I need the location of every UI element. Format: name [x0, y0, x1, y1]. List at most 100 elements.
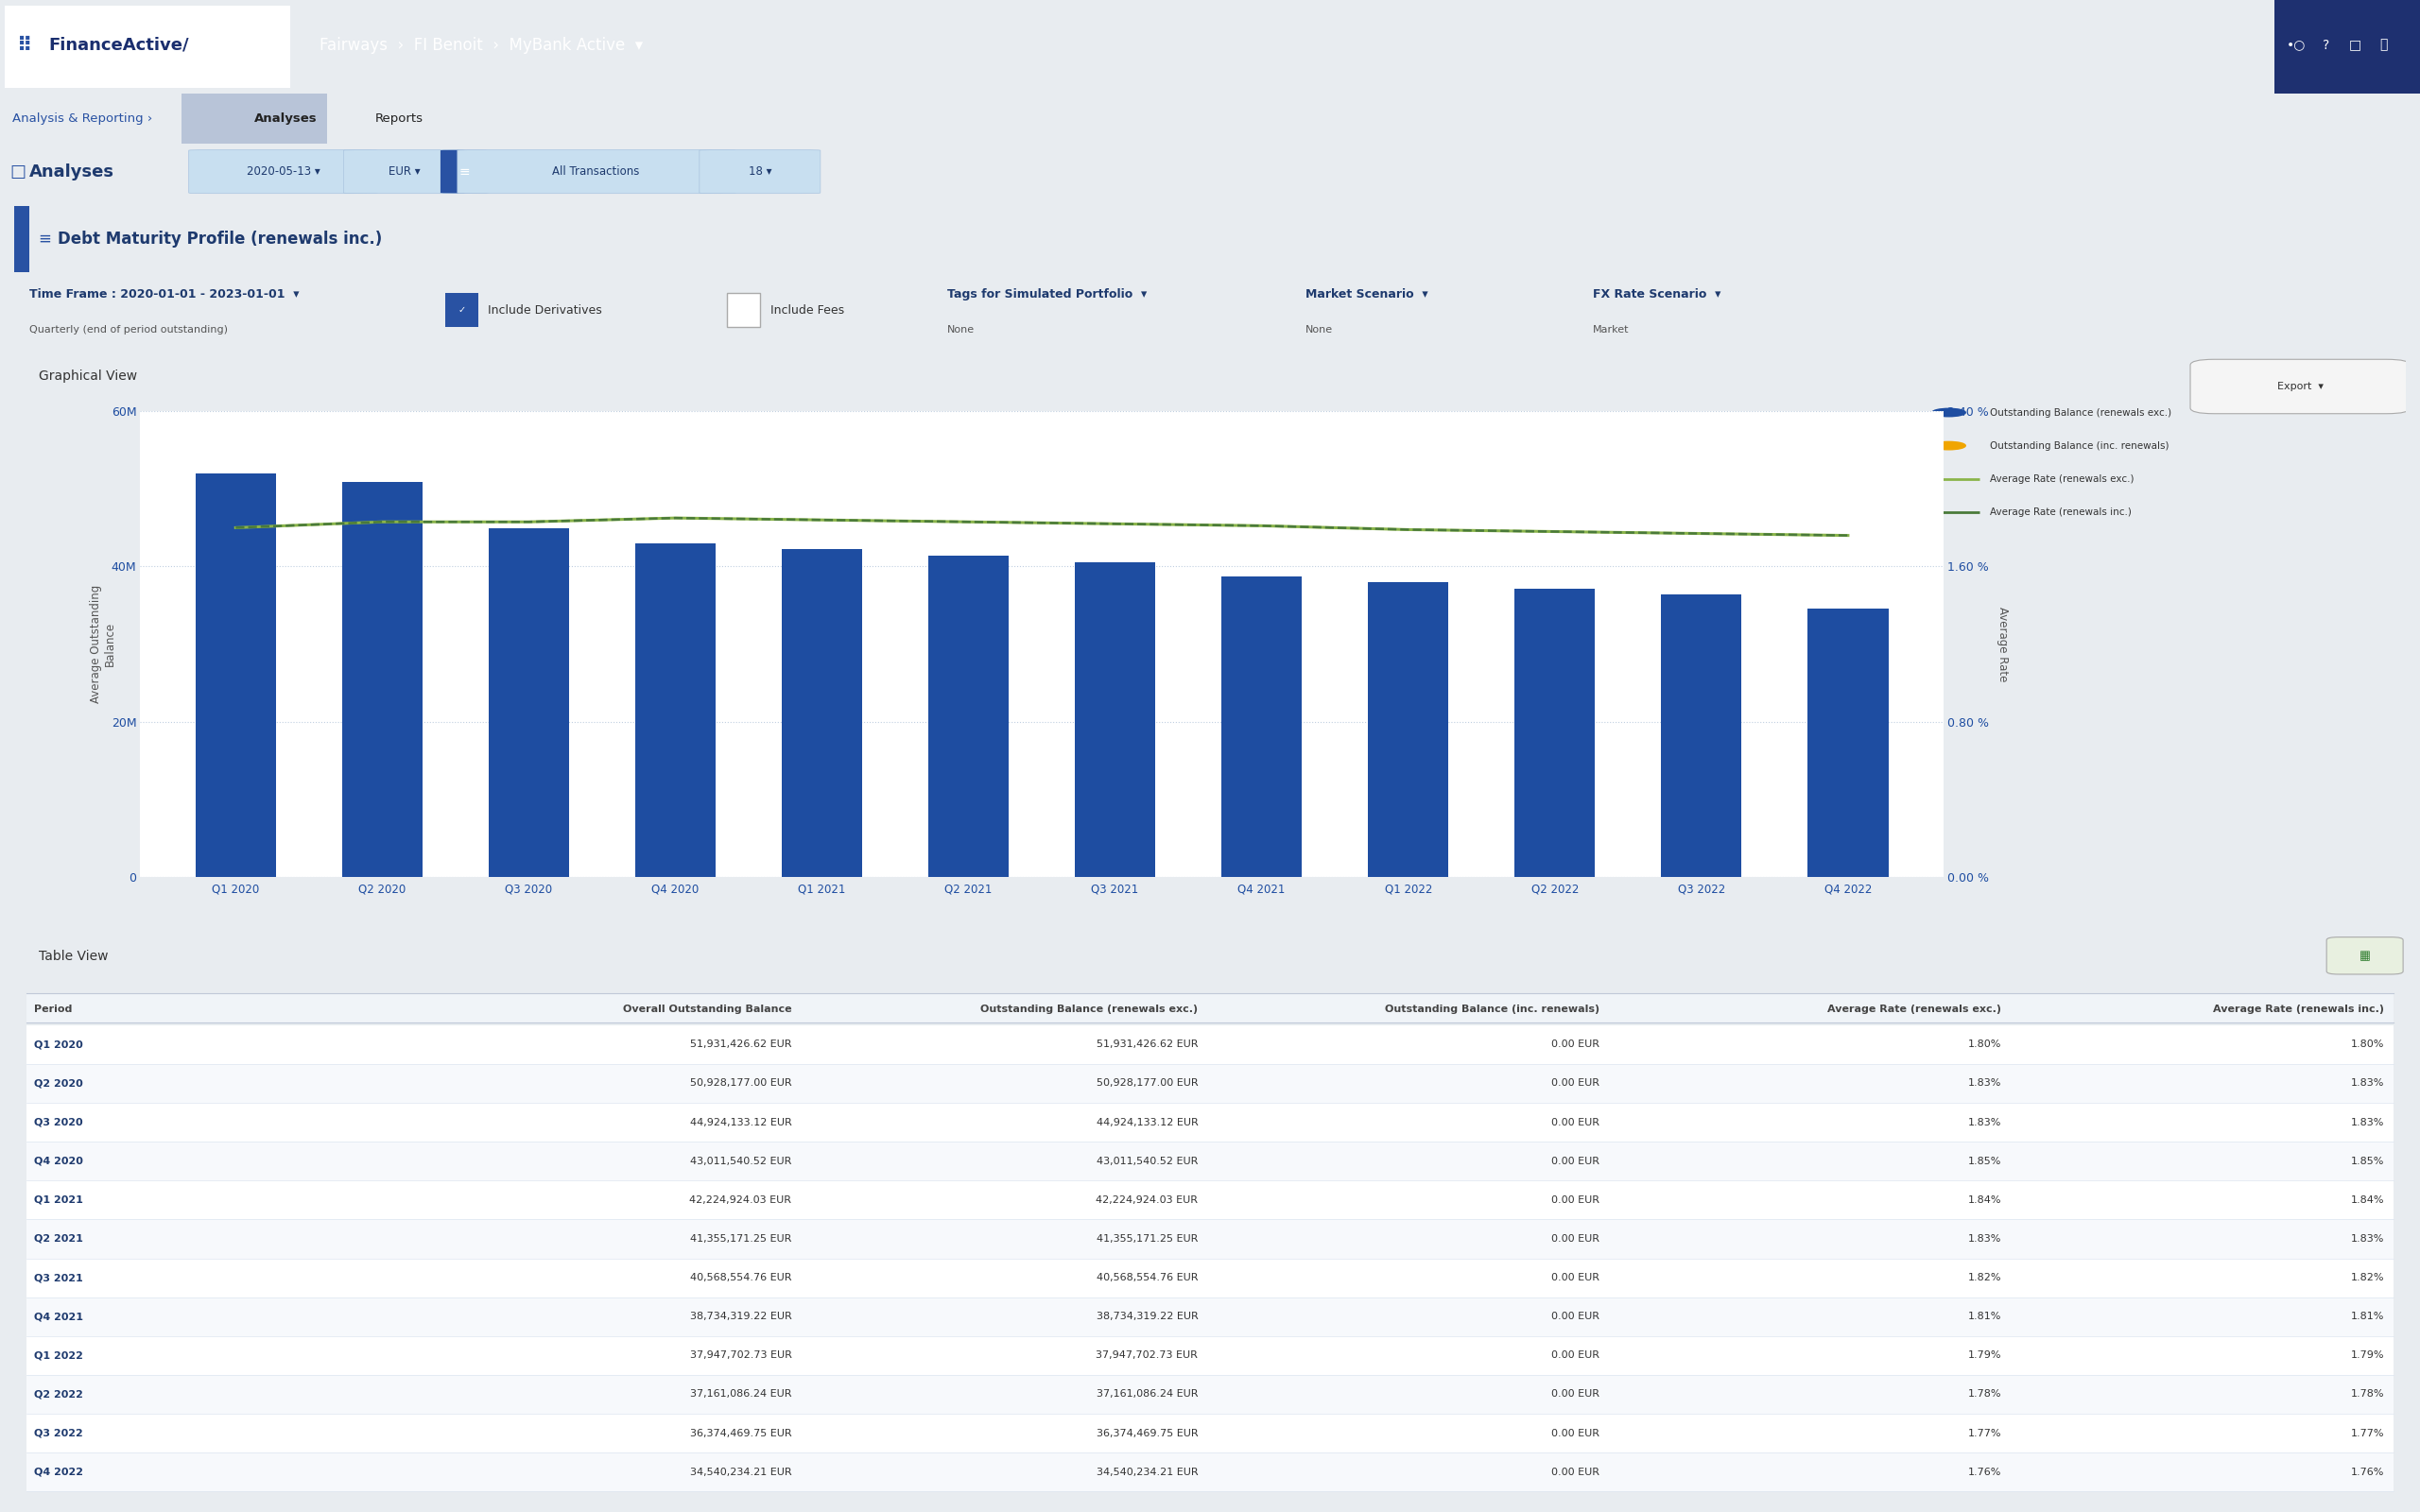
FancyBboxPatch shape	[2326, 937, 2403, 974]
Y-axis label: Average Rate: Average Rate	[1996, 606, 2009, 682]
Bar	[27, 1453, 2393, 1491]
Text: FX Rate Scenario  ▾: FX Rate Scenario ▾	[1592, 289, 1721, 301]
Text: 1.77%: 1.77%	[2350, 1429, 2384, 1438]
Text: 1.85%: 1.85%	[1967, 1157, 2001, 1166]
Text: 37,161,086.24 EUR: 37,161,086.24 EUR	[690, 1390, 791, 1399]
Text: Export  ▾: Export ▾	[2277, 383, 2323, 392]
Text: 1.83%: 1.83%	[1967, 1078, 2001, 1089]
Text: 1.83%: 1.83%	[2350, 1117, 2384, 1126]
Text: Analyses: Analyses	[254, 112, 317, 125]
Text: ✓: ✓	[457, 305, 465, 314]
FancyBboxPatch shape	[344, 150, 465, 194]
Bar	[27, 1297, 2393, 1337]
FancyBboxPatch shape	[189, 150, 378, 194]
Bar	[27, 1102, 2393, 1142]
Text: 1.76%: 1.76%	[1967, 1467, 2001, 1477]
Text: □: □	[2347, 38, 2362, 51]
Text: Q4 2021: Q4 2021	[34, 1312, 82, 1321]
Text: Analysis & Reporting ›: Analysis & Reporting ›	[12, 112, 152, 125]
Bar	[726, 292, 760, 327]
Text: All Transactions: All Transactions	[552, 165, 639, 178]
Text: Q4 2022: Q4 2022	[34, 1467, 82, 1477]
Text: 34,540,234.21 EUR: 34,540,234.21 EUR	[690, 1467, 791, 1477]
Bar	[182, 94, 327, 144]
Text: Q3 2020: Q3 2020	[34, 1117, 82, 1126]
Bar	[341, 482, 424, 877]
Text: Market: Market	[1592, 325, 1629, 334]
Text: 1.76%: 1.76%	[2350, 1467, 2384, 1477]
Text: 50,928,177.00 EUR: 50,928,177.00 EUR	[1096, 1078, 1198, 1089]
Text: 0.00 EUR: 0.00 EUR	[1551, 1078, 1600, 1089]
Text: 40,568,554.76 EUR: 40,568,554.76 EUR	[690, 1273, 791, 1282]
Text: 1.80%: 1.80%	[2350, 1040, 2384, 1049]
Text: 1.83%: 1.83%	[2350, 1078, 2384, 1089]
Text: None: None	[1307, 325, 1333, 334]
Text: Outstanding Balance (inc. renewals): Outstanding Balance (inc. renewals)	[1989, 442, 2168, 451]
Bar	[27, 1258, 2393, 1297]
Text: Include Fees: Include Fees	[770, 304, 845, 316]
Text: 37,947,702.73 EUR: 37,947,702.73 EUR	[1096, 1350, 1198, 1361]
Text: 34,540,234.21 EUR: 34,540,234.21 EUR	[1096, 1467, 1198, 1477]
Text: 44,924,133.12 EUR: 44,924,133.12 EUR	[1096, 1117, 1198, 1126]
Bar	[15, 206, 29, 272]
Bar	[27, 1414, 2393, 1453]
Bar	[1222, 576, 1302, 877]
Text: Q3 2022: Q3 2022	[34, 1429, 82, 1438]
FancyBboxPatch shape	[457, 150, 736, 194]
Text: Outstanding Balance (renewals exc.): Outstanding Balance (renewals exc.)	[1989, 408, 2171, 417]
Text: Analyses: Analyses	[29, 163, 114, 180]
Text: 42,224,924.03 EUR: 42,224,924.03 EUR	[1096, 1196, 1198, 1205]
Text: Q1 2021: Q1 2021	[34, 1196, 82, 1205]
Text: Debt Maturity Profile (renewals inc.): Debt Maturity Profile (renewals inc.)	[58, 230, 382, 248]
Text: Average Rate (renewals inc.): Average Rate (renewals inc.)	[2212, 1004, 2384, 1015]
Bar	[27, 1337, 2393, 1374]
Text: Average Rate (renewals exc.): Average Rate (renewals exc.)	[1989, 475, 2134, 484]
Text: 41,355,171.25 EUR: 41,355,171.25 EUR	[690, 1234, 791, 1243]
Bar	[27, 1142, 2393, 1181]
Text: 1.83%: 1.83%	[2350, 1234, 2384, 1243]
Text: 1.82%: 1.82%	[1967, 1273, 2001, 1282]
Text: 1.79%: 1.79%	[1967, 1350, 2001, 1361]
Text: None: None	[946, 325, 975, 334]
Text: 1.79%: 1.79%	[2350, 1350, 2384, 1361]
Text: 18 ▾: 18 ▾	[748, 165, 772, 178]
Text: 1.83%: 1.83%	[1967, 1234, 2001, 1243]
Text: 1.78%: 1.78%	[1967, 1390, 2001, 1399]
Text: EUR ▾: EUR ▾	[387, 165, 421, 178]
Text: 1.82%: 1.82%	[2350, 1273, 2384, 1282]
Circle shape	[1931, 442, 1965, 449]
Bar	[27, 1374, 2393, 1414]
Bar	[27, 1025, 2393, 1064]
Text: ?: ?	[2323, 38, 2328, 51]
Text: 0.00 EUR: 0.00 EUR	[1551, 1273, 1600, 1282]
FancyBboxPatch shape	[699, 150, 820, 194]
Text: FinanceActive/: FinanceActive/	[48, 36, 189, 53]
Bar	[782, 549, 862, 877]
Text: Reports: Reports	[375, 112, 424, 125]
Text: Q4 2020: Q4 2020	[34, 1157, 82, 1166]
Text: Outstanding Balance (inc. renewals): Outstanding Balance (inc. renewals)	[1384, 1004, 1600, 1015]
Text: 0.00 EUR: 0.00 EUR	[1551, 1234, 1600, 1243]
Y-axis label: Average Outstanding
Balance: Average Outstanding Balance	[90, 585, 116, 703]
Text: □: □	[10, 163, 27, 180]
Text: Q2 2021: Q2 2021	[34, 1234, 82, 1243]
Bar	[929, 556, 1009, 877]
Text: 0.00 EUR: 0.00 EUR	[1551, 1429, 1600, 1438]
Bar	[1515, 588, 1595, 877]
Text: 1.77%: 1.77%	[1967, 1429, 2001, 1438]
Text: Graphical View: Graphical View	[39, 369, 138, 383]
Text: ▦: ▦	[2360, 950, 2369, 962]
Text: 41,355,171.25 EUR: 41,355,171.25 EUR	[1096, 1234, 1198, 1243]
Bar	[27, 1220, 2393, 1258]
Text: 0.00 EUR: 0.00 EUR	[1551, 1040, 1600, 1049]
FancyBboxPatch shape	[2190, 360, 2410, 414]
Text: 1.80%: 1.80%	[1967, 1040, 2001, 1049]
Text: Time Frame : 2020-01-01 - 2023-01-01  ▾: Time Frame : 2020-01-01 - 2023-01-01 ▾	[29, 289, 298, 301]
Text: Q2 2020: Q2 2020	[34, 1078, 82, 1089]
Text: 0.00 EUR: 0.00 EUR	[1551, 1157, 1600, 1166]
Text: •○: •○	[2287, 38, 2306, 51]
Bar	[445, 292, 479, 327]
Bar	[634, 543, 716, 877]
Text: 0.00 EUR: 0.00 EUR	[1551, 1350, 1600, 1361]
Text: 42,224,924.03 EUR: 42,224,924.03 EUR	[690, 1196, 791, 1205]
